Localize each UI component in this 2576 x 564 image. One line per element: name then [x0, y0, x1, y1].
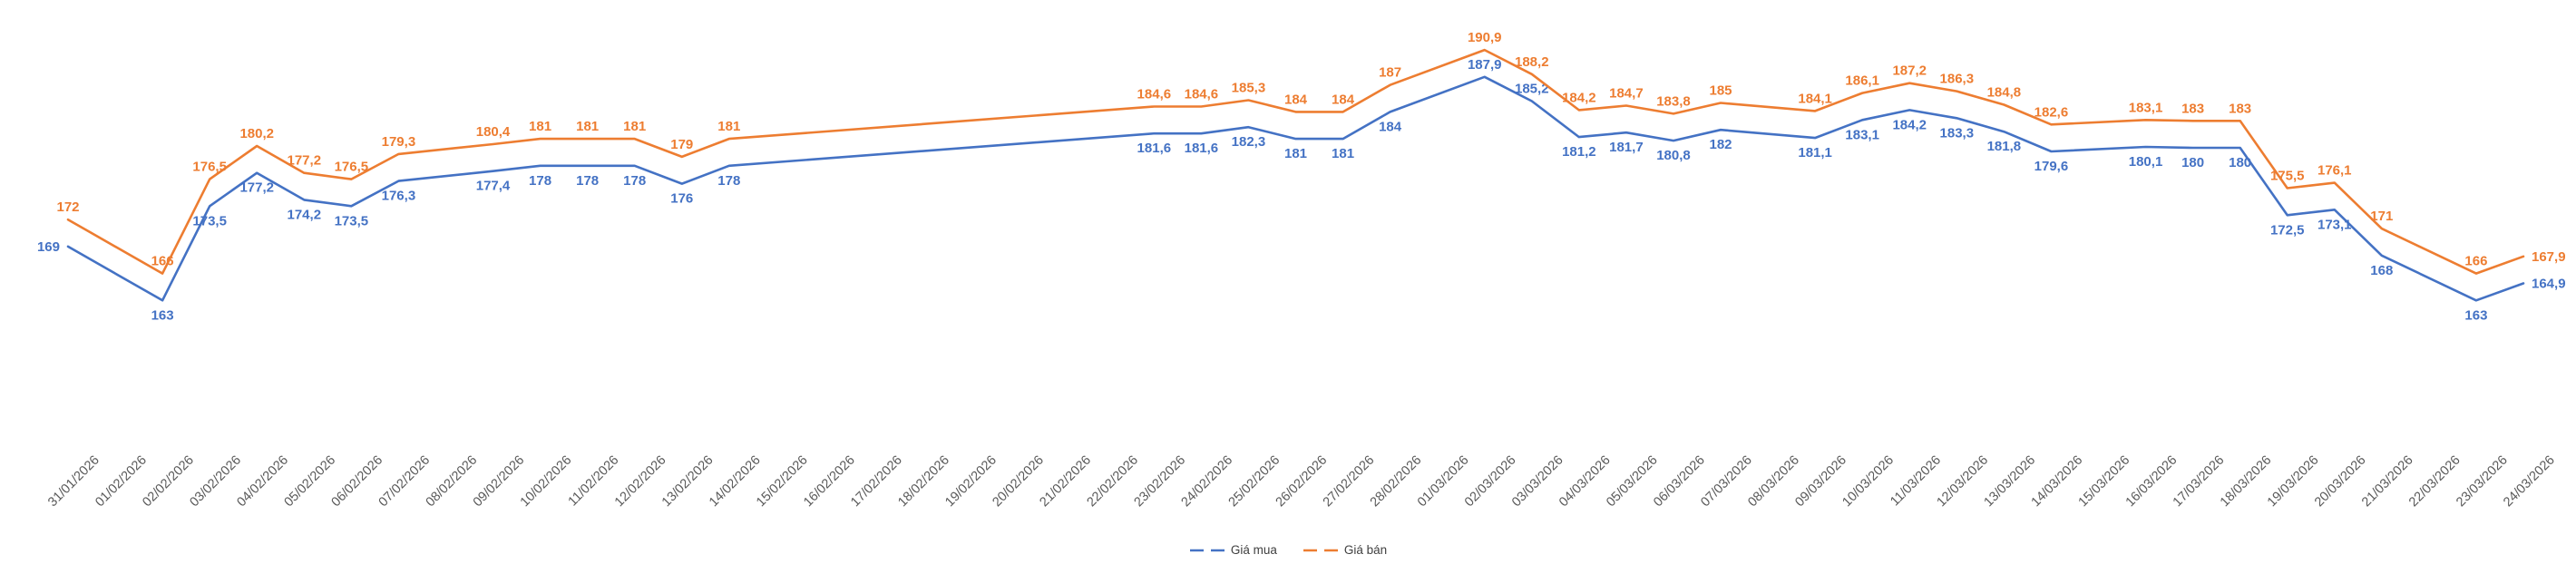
data-label: 184,6 [1137, 86, 1172, 102]
data-label: 184,7 [1609, 85, 1644, 101]
series-line-gia-ban [66, 48, 2525, 275]
data-label: 183,8 [1656, 93, 1691, 109]
data-label: 178 [529, 173, 551, 189]
data-label: 184 [1332, 92, 1355, 107]
gia-mua-line-marker [1189, 549, 1225, 551]
data-label: 181 [1332, 146, 1354, 161]
data-label: 181,8 [1987, 139, 2022, 154]
data-label: 181,6 [1137, 141, 1172, 156]
data-label: 182,3 [1232, 134, 1266, 150]
data-label: 185,3 [1232, 81, 1266, 96]
data-label: 187,2 [1892, 63, 1927, 79]
gia-ban-line-marker [1303, 549, 1338, 551]
data-label: 173,5 [192, 213, 227, 229]
data-label: 181 [529, 119, 551, 134]
data-label: 177,2 [239, 180, 274, 196]
data-label: 176,5 [192, 160, 227, 175]
data-label: 178 [623, 173, 646, 189]
data-label: 172,5 [2270, 222, 2305, 238]
x-axis-label: 10/03/2026 [1839, 453, 1897, 511]
legend-label-gia-mua: Giá mua [1230, 543, 1277, 557]
data-label: 184,6 [1185, 86, 1219, 102]
data-label: 167,9 [2532, 249, 2566, 265]
x-axis-label: 10/02/2026 [518, 453, 575, 511]
data-label: 173,1 [2317, 217, 2352, 232]
data-label: 181,6 [1185, 141, 1219, 156]
legend-item-gia-mua[interactable]: Giá mua [1189, 543, 1277, 557]
data-label: 183 [2181, 101, 2204, 116]
data-label: 180,2 [239, 126, 274, 141]
legend-label-gia-ban: Giá bán [1343, 543, 1388, 557]
data-label: 163 [2464, 307, 2487, 323]
x-axis-label: 24/03/2026 [2501, 453, 2558, 511]
data-label: 177,4 [476, 179, 511, 194]
data-label: 184 [1284, 92, 1308, 107]
data-label: 179 [670, 137, 693, 152]
data-label: 168 [2370, 263, 2393, 278]
data-label: 181 [576, 119, 599, 134]
data-label: 180 [2181, 155, 2204, 170]
chart-legend: Giá mua Giá bán [0, 543, 2576, 557]
data-label: 176,1 [2317, 163, 2352, 179]
data-label: 179,3 [382, 134, 416, 150]
data-label: 180 [2229, 155, 2251, 170]
data-label: 184,8 [1987, 84, 2022, 100]
data-label: 182,6 [2034, 104, 2069, 120]
data-label: 183,1 [2129, 100, 2163, 115]
data-label: 174,2 [288, 207, 322, 222]
data-label: 180,1 [2129, 154, 2163, 170]
data-label: 186,1 [1845, 73, 1879, 89]
data-label: 178 [576, 173, 599, 189]
series-line-gia-mua [66, 75, 2525, 302]
legend-item-gia-ban[interactable]: Giá bán [1303, 543, 1387, 557]
data-label: 163 [151, 307, 174, 323]
data-label: 185 [1710, 83, 1732, 99]
data-label: 190,9 [1468, 30, 1502, 45]
data-label: 185,2 [1515, 82, 1549, 97]
data-label: 176,5 [335, 160, 369, 175]
data-label: 176,3 [382, 189, 416, 204]
data-label: 176 [670, 191, 693, 207]
data-label: 181 [1284, 146, 1307, 161]
data-label: 172 [56, 199, 79, 215]
data-label: 181,2 [1562, 144, 1596, 160]
data-label: 179,6 [2034, 159, 2069, 174]
data-label: 187 [1379, 65, 1401, 81]
data-label: 188,2 [1515, 54, 1549, 70]
data-label: 175,5 [2270, 169, 2305, 184]
data-label: 173,5 [335, 213, 369, 229]
data-label: 164,9 [2532, 276, 2566, 291]
data-label: 178 [717, 173, 740, 189]
data-label: 184,2 [1892, 117, 1927, 132]
data-label: 186,3 [1940, 72, 1975, 87]
data-label: 180,8 [1656, 148, 1691, 163]
data-label: 181,7 [1609, 140, 1644, 155]
data-label: 182 [1710, 137, 1732, 152]
data-label: 171 [2370, 209, 2393, 224]
data-label: 166 [151, 254, 174, 269]
data-label: 181 [623, 119, 646, 134]
data-label: 183,1 [1845, 127, 1879, 142]
data-label: 184,2 [1562, 90, 1596, 105]
data-label: 184,1 [1798, 91, 1832, 106]
data-label: 187,9 [1468, 57, 1502, 73]
data-label: 181 [717, 119, 740, 134]
data-label: 169 [37, 239, 60, 255]
data-label: 181,1 [1798, 145, 1832, 160]
data-label: 166 [2464, 254, 2487, 269]
data-label: 177,2 [288, 153, 322, 169]
data-label: 184 [1379, 119, 1402, 134]
data-label: 183 [2229, 101, 2251, 116]
data-label: 180,4 [476, 124, 511, 140]
data-label: 183,3 [1940, 125, 1975, 141]
